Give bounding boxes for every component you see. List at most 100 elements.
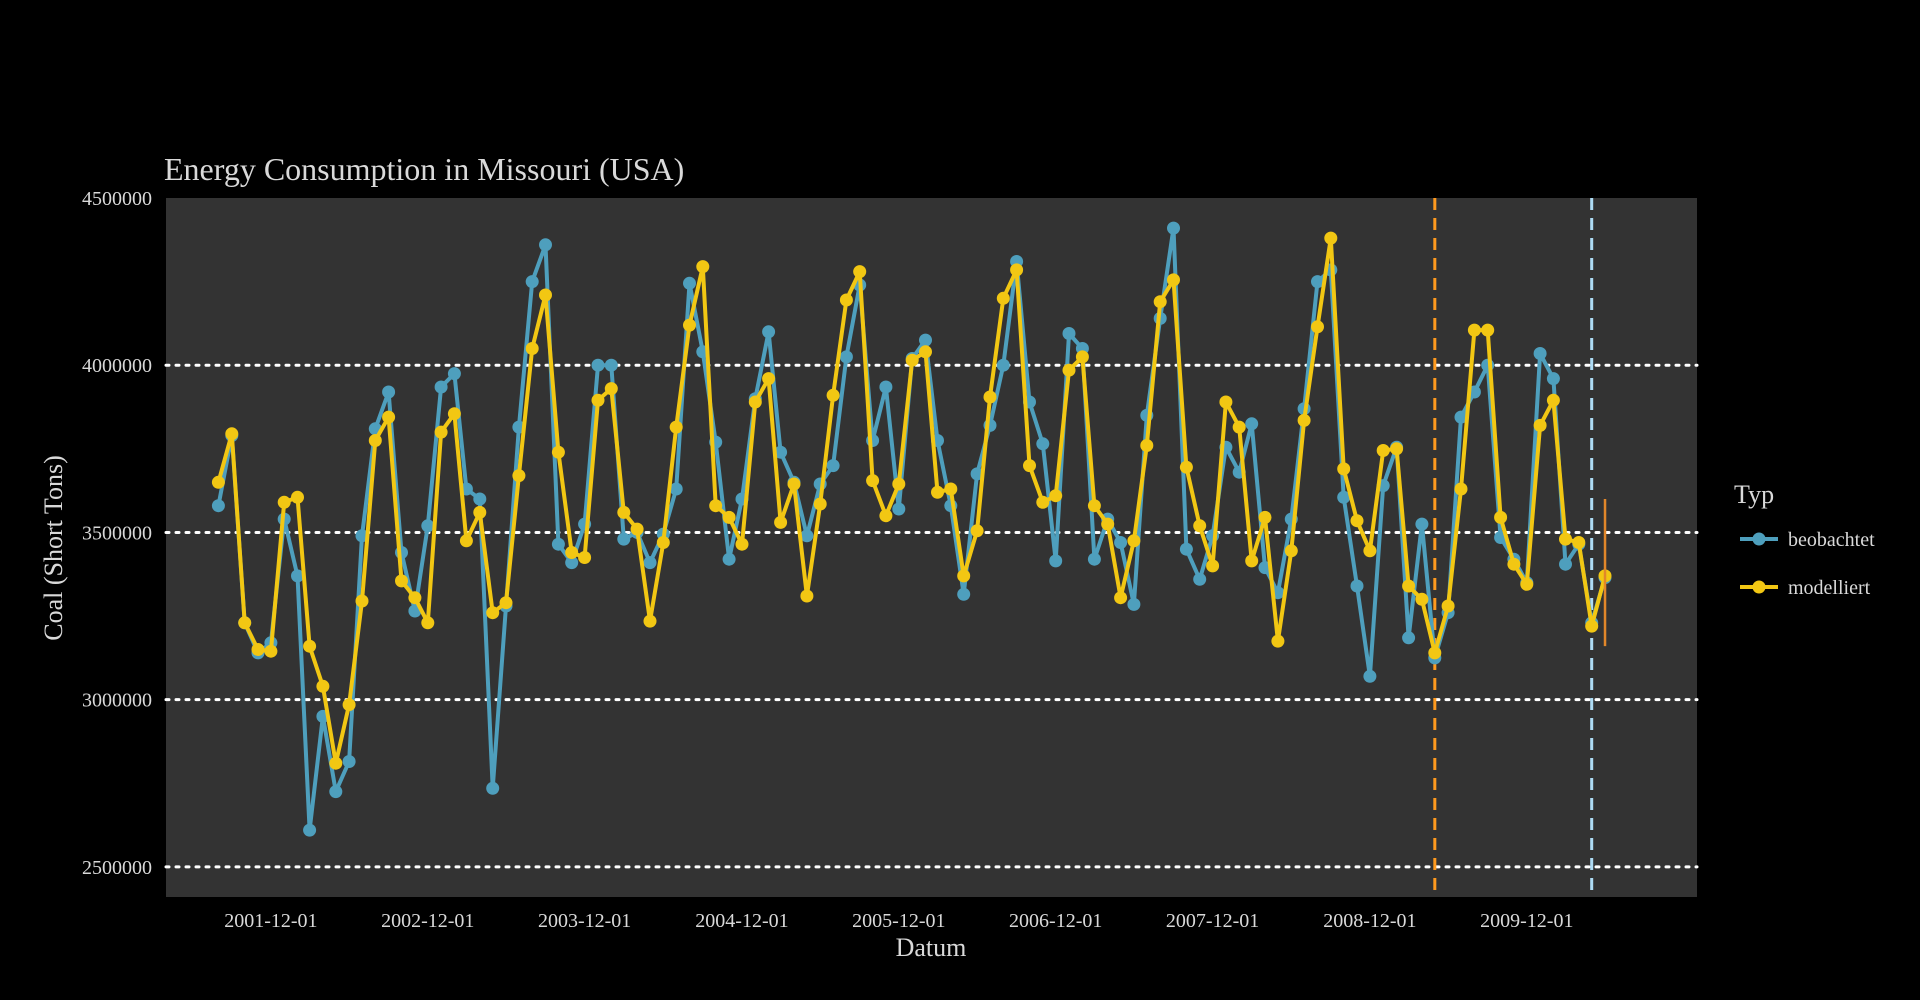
data-point-modelliert — [539, 288, 552, 302]
data-point-modelliert — [1245, 554, 1259, 568]
data-point-beobachtet — [892, 502, 906, 516]
data-point-modelliert — [866, 474, 880, 488]
y-axis-title: Coal (Short Tons) — [39, 455, 68, 640]
data-point-modelliert — [1075, 350, 1089, 364]
data-point-beobachtet — [303, 823, 317, 837]
data-point-modelliert — [683, 318, 696, 332]
data-point-modelliert — [1219, 395, 1233, 409]
data-point-modelliert — [813, 497, 827, 511]
legend-key-point — [1752, 532, 1766, 546]
data-point-modelliert — [1559, 532, 1572, 546]
x-tick-label: 2006-12-01 — [1009, 910, 1102, 932]
data-point-modelliert — [473, 505, 487, 519]
data-point-beobachtet — [1402, 631, 1416, 645]
data-point-modelliert — [211, 475, 225, 489]
data-point-modelliert — [355, 594, 369, 608]
data-point-modelliert — [879, 509, 893, 523]
data-point-beobachtet — [722, 552, 736, 566]
data-point-beobachtet — [617, 532, 631, 546]
y-tick-label: 3000000 — [82, 690, 152, 712]
data-point-modelliert — [342, 698, 356, 712]
data-point-beobachtet — [382, 385, 396, 399]
data-point-modelliert — [957, 569, 971, 583]
data-point-beobachtet — [211, 499, 225, 513]
data-point-modelliert — [499, 596, 513, 610]
data-point-beobachtet — [683, 276, 696, 290]
data-point-modelliert — [525, 342, 539, 355]
x-tick-label: 2002-12-01 — [381, 910, 474, 932]
data-point-modelliert — [931, 485, 944, 499]
data-point-modelliert — [630, 522, 644, 536]
data-point-modelliert — [853, 265, 867, 279]
x-tick-label: 2003-12-01 — [538, 910, 631, 932]
y-tick-label: 2500000 — [82, 857, 152, 879]
data-point-modelliert — [1454, 482, 1468, 496]
data-point-modelliert — [970, 524, 984, 538]
data-point-modelliert — [408, 591, 422, 605]
data-point-modelliert — [238, 616, 252, 630]
data-point-modelliert — [251, 643, 265, 656]
data-point-modelliert — [1087, 499, 1101, 513]
data-point-modelliert — [709, 499, 723, 513]
data-point-modelliert — [1507, 557, 1521, 571]
data-point-modelliert — [1127, 534, 1141, 548]
data-point-beobachtet — [1049, 554, 1063, 568]
data-point-modelliert — [1572, 536, 1586, 549]
x-tick-label: 2005-12-01 — [852, 910, 945, 932]
data-point-modelliert — [1062, 363, 1076, 377]
x-tick-label: 2004-12-01 — [695, 910, 788, 932]
data-point-modelliert — [459, 534, 473, 548]
data-point-modelliert — [264, 644, 278, 658]
data-point-modelliert — [1101, 517, 1115, 531]
data-point-beobachtet — [447, 367, 461, 381]
data-point-modelliert — [303, 639, 317, 653]
data-point-modelliert — [919, 345, 932, 359]
chart-title: Energy Consumption in Missouri (USA) — [164, 151, 684, 187]
data-point-modelliert — [591, 393, 605, 407]
data-point-modelliert — [1441, 599, 1455, 613]
legend-item-beobachtet: beobachtet — [1740, 529, 1875, 551]
data-point-beobachtet — [1087, 552, 1101, 566]
data-point-beobachtet — [1193, 572, 1207, 586]
data-point-modelliert — [1467, 323, 1481, 337]
data-point-modelliert — [762, 372, 776, 386]
data-point-modelliert — [368, 434, 382, 447]
data-point-modelliert — [892, 477, 906, 491]
data-point-modelliert — [1284, 544, 1298, 558]
data-point-modelliert — [512, 469, 526, 483]
data-point-modelliert — [996, 291, 1010, 305]
data-point-modelliert — [434, 425, 448, 439]
data-point-beobachtet — [1533, 347, 1547, 360]
data-point-beobachtet — [473, 492, 487, 506]
data-point-modelliert — [316, 679, 330, 693]
data-point-modelliert — [696, 260, 710, 274]
data-point-modelliert — [1023, 459, 1036, 473]
data-point-beobachtet — [1415, 517, 1429, 531]
data-point-beobachtet — [1337, 490, 1351, 504]
data-point-modelliert — [486, 606, 500, 620]
data-point-modelliert — [1376, 444, 1390, 457]
data-point-beobachtet — [1114, 536, 1128, 549]
data-point-modelliert — [1390, 442, 1404, 456]
data-point-modelliert — [1363, 544, 1377, 558]
data-point-beobachtet — [1350, 579, 1364, 593]
data-point-modelliert — [1481, 323, 1495, 337]
data-point-modelliert — [382, 410, 396, 424]
data-point-modelliert — [774, 515, 788, 529]
data-point-modelliert — [1297, 413, 1311, 427]
data-point-beobachtet — [919, 333, 932, 347]
data-point-modelliert — [1546, 393, 1560, 407]
data-point-modelliert — [1494, 510, 1508, 524]
data-point-modelliert — [291, 490, 304, 504]
x-axis-title: Datum — [896, 933, 967, 962]
y-tick-label: 3500000 — [82, 522, 152, 544]
data-point-modelliert — [669, 420, 683, 434]
series-layer — [211, 221, 1612, 837]
data-point-modelliert — [787, 477, 801, 491]
data-point-beobachtet — [565, 556, 579, 570]
data-point-beobachtet — [839, 350, 853, 364]
data-point-modelliert — [1140, 439, 1154, 452]
data-point-beobachtet — [421, 519, 435, 533]
data-point-beobachtet — [1167, 221, 1180, 235]
